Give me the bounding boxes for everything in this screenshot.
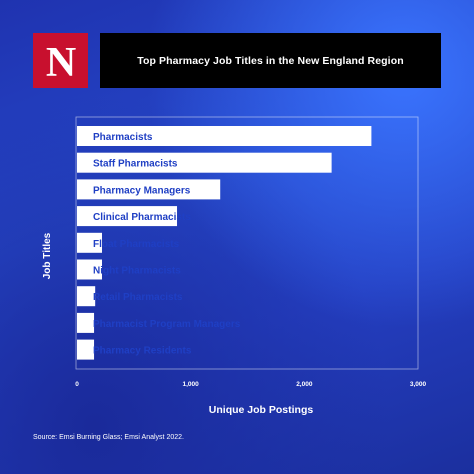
logo-letter: N bbox=[45, 40, 75, 83]
x-tick-label-2: 2,000 bbox=[296, 381, 313, 388]
bar-label-staff-pharmacists: Staff Pharmacists bbox=[93, 159, 178, 170]
bar-clinical-pharmacists bbox=[77, 206, 178, 227]
bar-staff-pharmacists bbox=[77, 152, 332, 173]
bar-label-pharmacist-program-managers: Pharmacist Program Managers bbox=[93, 319, 241, 330]
logo-n-mark: N bbox=[45, 40, 75, 83]
y-axis-label: Job Titles bbox=[42, 232, 53, 279]
bar-float-pharmacists bbox=[77, 232, 103, 253]
title-banner: Top Pharmacy Job Titles in the New Engla… bbox=[100, 33, 441, 88]
bar-label-float-pharmacists: Float Pharmacists bbox=[93, 239, 180, 250]
chart-title: Top Pharmacy Job Titles in the New Engla… bbox=[137, 54, 404, 67]
x-tick-label-3: 3,000 bbox=[410, 381, 427, 388]
bar-pharmacy-managers bbox=[77, 179, 221, 200]
bar-label-pharmacy-residents: Pharmacy Residents bbox=[93, 346, 192, 357]
plot-frame bbox=[75, 116, 419, 370]
bar-night-pharmacists bbox=[77, 259, 103, 280]
bar-label-retail-pharmacists: Retail Pharmacists bbox=[93, 292, 183, 303]
x-tick-label-1: 1,000 bbox=[183, 381, 200, 388]
bars-group: Pharmacists Staff Pharmacists Pharmacy Man… bbox=[77, 126, 372, 360]
bar-label-night-pharmacists: Night Pharmacists bbox=[93, 266, 181, 277]
x-ticks-group: 0 1,000 2,000 3,000 bbox=[75, 381, 426, 388]
bar-pharmacists bbox=[77, 126, 372, 146]
bar-label-pharmacy-managers: Pharmacy Managers bbox=[93, 185, 191, 196]
logo: N bbox=[33, 33, 88, 88]
bar-label-clinical-pharmacists: Clinical Pharmacists bbox=[93, 212, 191, 223]
x-axis-label: Unique Job Postings bbox=[209, 404, 314, 416]
bar-pharmacy-residents bbox=[77, 339, 95, 360]
bar-label-pharmacists: Pharmacists bbox=[93, 132, 153, 143]
source-note: Source: Emsi Burning Glass; Emsi Analyst… bbox=[33, 434, 184, 441]
bar-retail-pharmacists bbox=[77, 286, 96, 307]
x-tick-label-0: 0 bbox=[75, 381, 79, 388]
bar-pharmacist-program-managers bbox=[77, 312, 95, 333]
